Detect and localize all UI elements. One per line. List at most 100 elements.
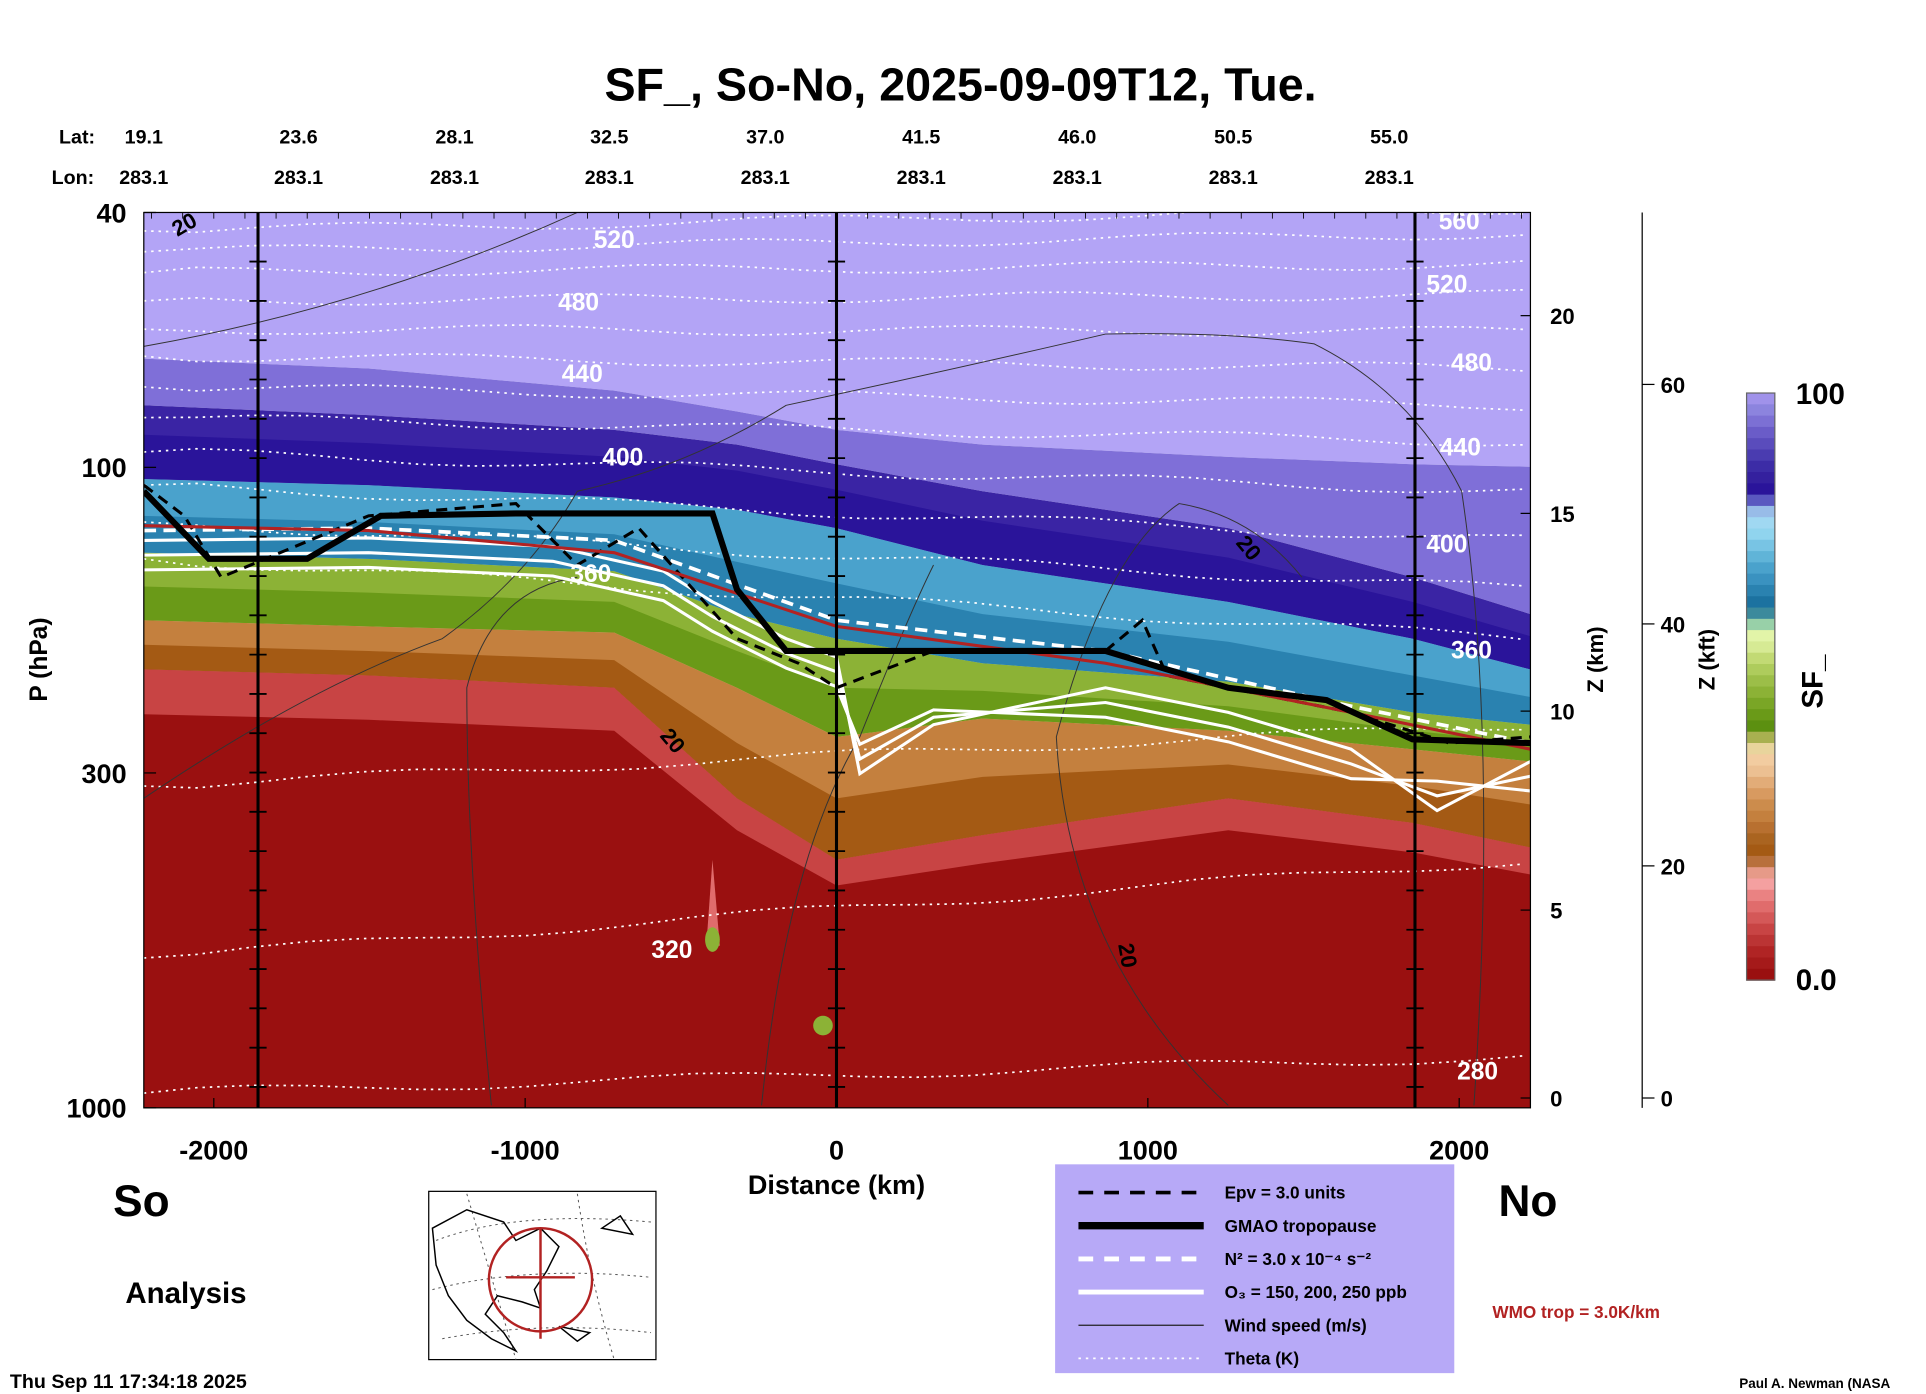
colorbar [1745,392,1776,981]
legend: Epv = 3.0 units GMAO tropopause N² = 3.0 x… [1055,1164,1455,1374]
colorbar-band [1746,720,1775,733]
lat-value: 32.5 [590,127,628,149]
colorbar-band [1746,776,1775,789]
z-kft-tick-label: 60 [1661,373,1686,398]
theta-contour [143,260,1524,277]
colorbar-band [1746,855,1775,868]
theta-label: 400 [602,444,643,471]
wind-label: 20 [1113,941,1142,970]
colorbar-band [1746,539,1775,552]
colorbar-band [1746,517,1775,530]
colorbar-band [1746,754,1775,767]
theta-label: 440 [1440,435,1481,462]
legend-theta-label: Theta (K) [1225,1349,1299,1369]
legend-ozone-label: O₃ = 150, 200, 250 ppb [1225,1282,1407,1302]
wind-speed-contour [143,212,578,347]
lon-value: 283.1 [119,167,168,189]
legend-n2-label: N² = 3.0 x 10⁻⁴ s⁻² [1225,1249,1372,1269]
colorbar-band [1746,607,1775,620]
z-km-tick-label: 20 [1550,304,1575,329]
legend-gmao-tropopause-label: GMAO tropopause [1225,1216,1377,1236]
plume-core [813,1015,833,1036]
lon-value: 283.1 [430,167,479,189]
theta-contour [143,384,1524,411]
colorbar-band [1746,743,1775,755]
layer-mid-strat [143,358,1531,615]
colorbar-band [1746,460,1775,473]
colorbar-band [1746,957,1775,970]
z-km-label: Z (km) [1583,626,1608,692]
z-kft-tick-label: 20 [1661,854,1686,879]
colorbar-band [1746,449,1775,462]
lon-value: 283.1 [274,167,323,189]
colorbar-band [1746,889,1775,902]
theta-label: 520 [1426,271,1467,298]
z-km-tick-label: 15 [1550,502,1575,527]
theta-contour [143,232,1524,253]
chart-title: SF_, So-No, 2025-09-09T12, Tue. [604,59,1316,111]
colorbar-band [1746,573,1775,586]
lon-value: 283.1 [1365,167,1414,189]
theta-contour [143,1055,1524,1094]
x-tick-label: -2000 [179,1135,248,1165]
theta-label: 480 [1451,350,1492,377]
plume-core [705,927,720,952]
wind-speed-contour [761,564,934,1106]
lon-value: 283.1 [741,167,790,189]
layer-dark-blue [143,434,1531,670]
colorbar-band [1746,618,1775,631]
lon-value: 283.1 [1209,167,1258,189]
theta-label: 480 [558,290,599,317]
lat-value: 46.0 [1058,127,1096,149]
lon-value: 283.1 [897,167,946,189]
layer-pink [143,669,1531,886]
colorbar-band [1746,438,1775,451]
colorbar-band [1746,867,1775,880]
colorbar-band [1746,833,1775,846]
ozone-contour [143,565,1531,793]
y-tick-label: 100 [82,453,127,483]
z-km-tick-label: 10 [1550,700,1575,725]
theta-contour [143,521,1524,587]
x-tick-label: 2000 [1429,1135,1489,1165]
theta-contour [143,353,1524,372]
colorbar-band [1746,663,1775,676]
colorbar-band [1746,415,1775,428]
x-tick-label: -1000 [491,1135,560,1165]
colorbar-max-label: 100 [1796,378,1845,411]
colorbar-band [1746,844,1775,857]
lat-value: 28.1 [435,127,473,149]
z-km-tick-label: 5 [1550,899,1562,924]
wind-speed-contour [466,576,578,1106]
lat-value: 50.5 [1214,127,1252,149]
colorbar-band [1746,686,1775,699]
analysis-label: Analysis [125,1277,246,1310]
timestamp: Thu Sep 11 17:34:18 2025 [10,1371,247,1393]
colorbar-band [1746,901,1775,913]
z-kft-tick-label: 0 [1661,1087,1673,1112]
colorbar-band [1746,584,1775,597]
colorbar-band [1746,483,1775,496]
colorbar-band [1746,822,1775,834]
theta-contour [143,414,1524,447]
lon-label: Lon: [52,167,95,189]
theta-label: 320 [651,937,692,964]
lon-value: 283.1 [585,167,634,189]
gmao-tropopause-line [143,489,1531,747]
colorbar-band [1746,652,1775,665]
theta-contour [143,288,1524,306]
z-kft-label: Z (kft) [1695,629,1720,690]
theta-contour [143,557,1524,641]
colorbar-band [1746,551,1775,563]
colorbar-band [1746,799,1775,812]
colorbar-band [1746,923,1775,936]
legend-wind-speed-label: Wind speed (m/s) [1225,1315,1367,1335]
colorbar-band [1746,505,1775,518]
lon-value: 283.1 [1053,167,1102,189]
y-axis-label: P (hPa) [26,617,53,701]
lat-value: 37.0 [746,127,784,149]
colorbar-band [1746,641,1775,654]
colorbar-band [1746,946,1775,959]
lat-lon-header: Lat: Lon: 19.1 283.1 23.6 283.1 28.1 283.1 32.… [52,127,1414,190]
